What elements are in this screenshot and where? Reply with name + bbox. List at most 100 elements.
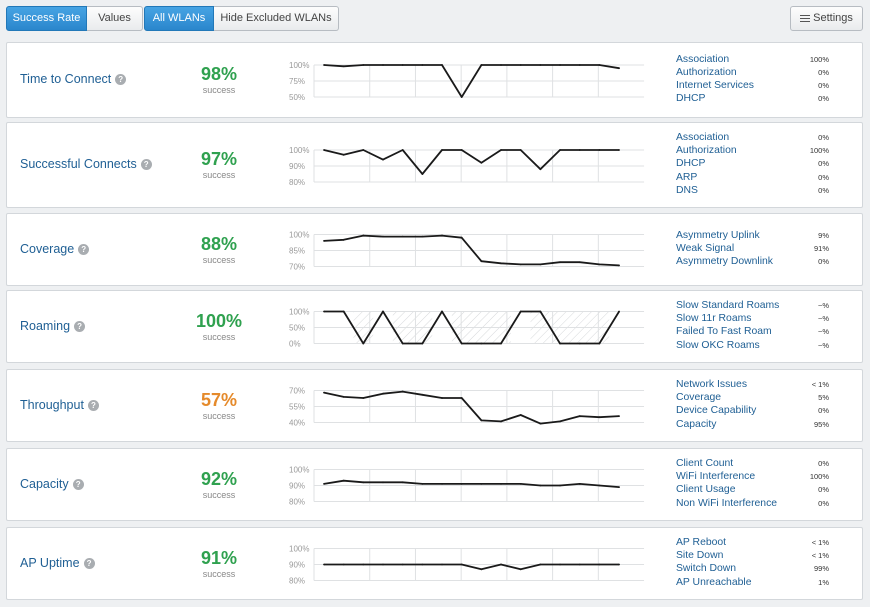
- reason-item[interactable]: Asymmetry Downlink 0%: [676, 256, 836, 269]
- reason-item[interactable]: Internet Services 0%: [676, 80, 836, 93]
- metric-name[interactable]: Throughput?: [20, 398, 99, 412]
- reason-item[interactable]: Switch Down 99%: [676, 563, 836, 576]
- reason-label[interactable]: AP Unreachable: [676, 576, 752, 588]
- sparkline-chart[interactable]: 100% 75% 50%: [281, 43, 651, 119]
- reason-label[interactable]: Slow OKC Roams: [676, 339, 760, 351]
- reason-value: 95%: [813, 419, 829, 429]
- reason-label[interactable]: Asymmetry Downlink: [676, 256, 773, 268]
- reason-label[interactable]: Failed To Fast Roam: [676, 326, 772, 338]
- reason-item[interactable]: Authorization 100%: [676, 145, 836, 158]
- reason-label[interactable]: WiFi Interference: [676, 471, 756, 483]
- reason-label[interactable]: DHCP: [676, 93, 706, 105]
- reason-label[interactable]: DHCP: [676, 158, 706, 170]
- reason-label[interactable]: DNS: [676, 184, 698, 196]
- help-icon[interactable]: ?: [83, 557, 95, 569]
- data-point: [500, 149, 502, 151]
- reason-item[interactable]: Authorization 0%: [676, 67, 836, 80]
- sparkline-chart[interactable]: 100% 50% 0%: [281, 291, 651, 364]
- values-button[interactable]: Values: [87, 6, 143, 31]
- success-rate-button[interactable]: Success Rate: [6, 6, 87, 31]
- metric-panel[interactable]: AP Uptime? 91% success 100% 90% 80% AP Reboot <…: [6, 527, 863, 600]
- metric-panel[interactable]: Coverage? 88% success 100% 85% 70% Asymmetry U…: [6, 213, 863, 286]
- reason-label[interactable]: Slow 11r Roams: [676, 313, 752, 325]
- reason-label[interactable]: Network Issues: [676, 379, 748, 391]
- reason-label[interactable]: Association: [676, 53, 730, 65]
- reason-item[interactable]: Slow Standard Roams ~%: [676, 300, 836, 313]
- metric-name[interactable]: Coverage?: [20, 242, 90, 256]
- sliders-icon: [800, 13, 811, 24]
- hide-excluded-wlans-button[interactable]: Hide Excluded WLANs: [214, 6, 339, 31]
- metric-name[interactable]: Roaming?: [20, 319, 86, 333]
- reason-label[interactable]: Switch Down: [676, 563, 737, 575]
- sparkline-chart[interactable]: 100% 90% 80%: [281, 123, 651, 209]
- reason-item[interactable]: Capacity 95%: [676, 419, 836, 432]
- reason-label[interactable]: Slow Standard Roams: [676, 300, 780, 312]
- reason-item[interactable]: DHCP 0%: [676, 93, 836, 106]
- metric-name[interactable]: Successful Connects?: [20, 157, 152, 171]
- sparkline-chart[interactable]: 100% 90% 80%: [281, 528, 651, 601]
- help-icon[interactable]: ?: [72, 478, 84, 490]
- metric-panel[interactable]: Time to Connect? 98% success 100% 75% 50% Asso…: [6, 42, 863, 118]
- reason-label[interactable]: Weak Signal: [676, 242, 735, 254]
- reason-value: 0%: [818, 80, 829, 90]
- reason-item[interactable]: AP Unreachable 1%: [676, 577, 836, 590]
- help-icon[interactable]: ?: [87, 399, 99, 411]
- reason-label[interactable]: Association: [676, 132, 730, 143]
- reason-label[interactable]: Client Count: [676, 458, 734, 470]
- all-wlans-button[interactable]: All WLANs: [144, 6, 214, 31]
- reason-item[interactable]: Association 100%: [676, 54, 836, 67]
- data-point: [519, 263, 522, 266]
- data-point: [323, 64, 325, 66]
- settings-button[interactable]: Settings: [790, 6, 863, 31]
- reason-item[interactable]: DNS 0%: [676, 185, 836, 198]
- reason-item[interactable]: Client Count 0%: [676, 458, 836, 471]
- reason-value: ~%: [817, 327, 829, 337]
- reason-label[interactable]: Capacity: [676, 418, 717, 430]
- sparkline-chart[interactable]: 70% 55% 40%: [281, 370, 651, 443]
- reason-label[interactable]: AP Reboot: [676, 537, 727, 549]
- reason-label[interactable]: Client Usage: [676, 484, 736, 496]
- reason-item[interactable]: Slow 11r Roams ~%: [676, 313, 836, 326]
- reason-item[interactable]: Weak Signal 91%: [676, 243, 836, 256]
- help-icon[interactable]: ?: [78, 243, 90, 255]
- reason-label[interactable]: Site Down: [676, 550, 724, 562]
- reason-item[interactable]: Site Down < 1%: [676, 550, 836, 563]
- reason-item[interactable]: Device Capability 0%: [676, 405, 836, 418]
- reason-item[interactable]: Coverage 5%: [676, 392, 836, 405]
- reason-label[interactable]: Asymmetry Uplink: [676, 229, 760, 241]
- sparkline-chart[interactable]: 100% 90% 80%: [281, 449, 651, 522]
- reason-label[interactable]: Authorization: [676, 145, 737, 157]
- data-point: [342, 310, 345, 313]
- reason-item[interactable]: Asymmetry Uplink 9%: [676, 230, 836, 243]
- reason-label[interactable]: Device Capability: [676, 405, 757, 417]
- metric-name[interactable]: AP Uptime?: [20, 556, 95, 570]
- metric-panel[interactable]: Capacity? 92% success 100% 90% 80% Client Coun…: [6, 448, 863, 521]
- reason-item[interactable]: DHCP 0%: [676, 158, 836, 171]
- metric-panel[interactable]: Roaming? 100% success 100% 50% 0% Slow Standar…: [6, 290, 863, 363]
- reason-item[interactable]: AP Reboot < 1%: [676, 537, 836, 550]
- reason-item[interactable]: Association 0%: [676, 132, 836, 145]
- reason-label[interactable]: Coverage: [676, 392, 722, 404]
- reason-item[interactable]: Client Usage 0%: [676, 484, 836, 497]
- reason-item[interactable]: Failed To Fast Roam ~%: [676, 326, 836, 339]
- data-point: [578, 563, 581, 566]
- reason-item[interactable]: Network Issues < 1%: [676, 379, 836, 392]
- help-icon[interactable]: ?: [140, 159, 152, 170]
- reason-label[interactable]: Internet Services: [676, 79, 754, 91]
- metric-panel[interactable]: Throughput? 57% success 70% 55% 40% Network Is…: [6, 369, 863, 442]
- metric-panel[interactable]: Successful Connects? 97% success 100% 90% 80%…: [6, 122, 863, 208]
- reason-item[interactable]: Non WiFi Interference 0%: [676, 498, 836, 511]
- reason-item[interactable]: WiFi Interference 100%: [676, 471, 836, 484]
- sparkline-chart[interactable]: 100% 85% 70%: [281, 214, 651, 287]
- metric-name[interactable]: Time to Connect?: [20, 72, 127, 86]
- help-icon[interactable]: ?: [115, 74, 127, 85]
- help-icon[interactable]: ?: [74, 320, 86, 332]
- reason-label[interactable]: Non WiFi Interference: [676, 497, 778, 509]
- data-point: [401, 481, 404, 484]
- reason-label[interactable]: Authorization: [676, 66, 737, 78]
- metric-name[interactable]: Capacity?: [20, 477, 84, 491]
- y-tick-label: 55%: [289, 403, 305, 412]
- reason-item[interactable]: ARP 0%: [676, 172, 836, 185]
- reason-item[interactable]: Slow OKC Roams ~%: [676, 340, 836, 353]
- reason-label[interactable]: ARP: [676, 171, 698, 183]
